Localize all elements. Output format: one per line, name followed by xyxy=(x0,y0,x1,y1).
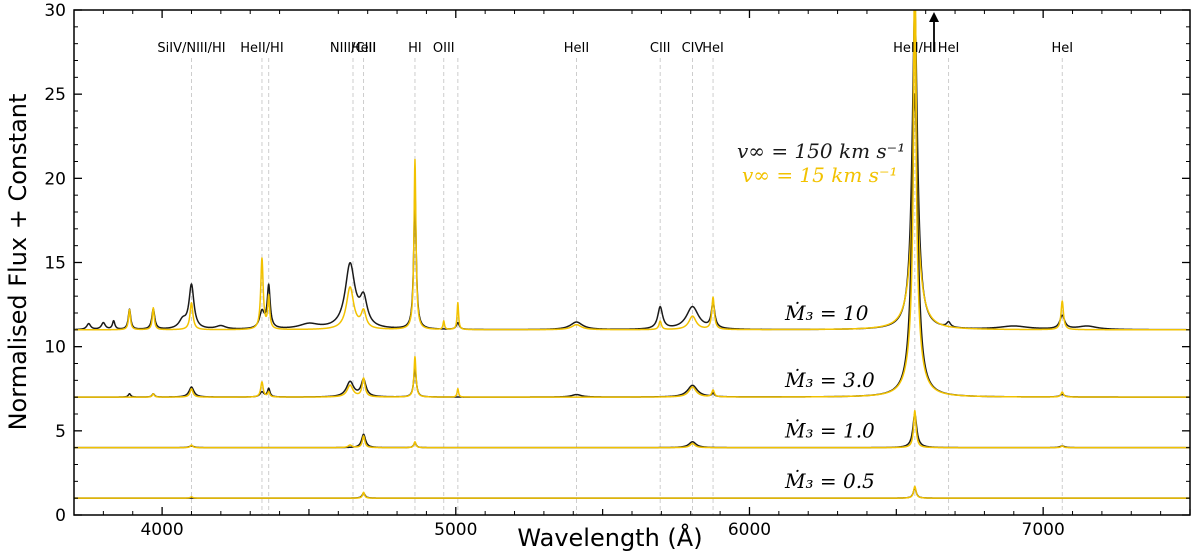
line-label-4: HI xyxy=(408,41,422,56)
series-label-1: Ṁ₃ = 3.0 xyxy=(784,368,875,392)
spectra-series xyxy=(74,10,1190,499)
guide-lines xyxy=(191,58,1063,515)
series-line-7 xyxy=(74,485,1190,499)
y-tick-label-3: 15 xyxy=(44,254,66,274)
line-label-0: SiIV/NIII/HI xyxy=(157,41,225,56)
plot-frame xyxy=(73,9,1191,516)
line-label-1: HeII/HI xyxy=(240,41,283,56)
y-tick-label-2: 10 xyxy=(44,338,66,358)
x-axis-title: Wavelength (Å) xyxy=(517,523,702,552)
line-label-3: HeII xyxy=(351,41,376,56)
clipped-peak-arrow xyxy=(929,12,939,52)
axis-ticks: 4000 5000 6000 7000 0 5 10 15 20 25 30 xyxy=(44,1,1191,540)
x-tick-label-1: 5000 xyxy=(434,520,477,540)
series-labels: Ṁ₃ = 10 Ṁ₃ = 3.0 Ṁ₃ = 1.0 Ṁ₃ = 0.5 xyxy=(784,301,875,493)
y-tick-label-4: 20 xyxy=(44,169,66,189)
line-label-9: HeI xyxy=(702,41,724,56)
line-label-5: OIII xyxy=(433,41,455,56)
series-label-2: Ṁ₃ = 1.0 xyxy=(784,419,875,443)
line-label-8: CIV xyxy=(682,41,704,56)
series-line-2 xyxy=(74,93,1190,398)
series-line-1 xyxy=(74,10,1190,331)
line-label-6: HeII xyxy=(564,41,589,56)
y-axis-title: Normalised Flux + Constant xyxy=(4,94,32,431)
series-line-6 xyxy=(74,487,1190,499)
series-line-5 xyxy=(74,409,1190,449)
series-label-0: Ṁ₃ = 10 xyxy=(784,301,869,325)
line-label-7: CIII xyxy=(650,41,671,56)
legend-v15: v∞ = 15 km s⁻¹ xyxy=(742,163,898,187)
y-tick-label-6: 30 xyxy=(44,1,66,21)
line-label-2: NIII/CIII xyxy=(330,41,376,56)
y-tick-label-0: 0 xyxy=(55,506,66,526)
line-label-10: HeII/HI xyxy=(893,41,936,56)
y-tick-label-1: 5 xyxy=(55,422,66,442)
series-line-3 xyxy=(74,10,1190,398)
line-label-11: HeI xyxy=(938,41,960,56)
x-tick-label-2: 6000 xyxy=(728,520,771,540)
x-tick-label-0: 4000 xyxy=(140,520,183,540)
series-label-3: Ṁ₃ = 0.5 xyxy=(784,469,875,493)
legend-v150: v∞ = 150 km s⁻¹ xyxy=(737,139,905,163)
x-tick-label-3: 7000 xyxy=(1022,520,1065,540)
series-line-4 xyxy=(74,413,1190,449)
y-tick-label-5: 25 xyxy=(44,85,66,105)
line-label-12: HeI xyxy=(1051,41,1073,56)
